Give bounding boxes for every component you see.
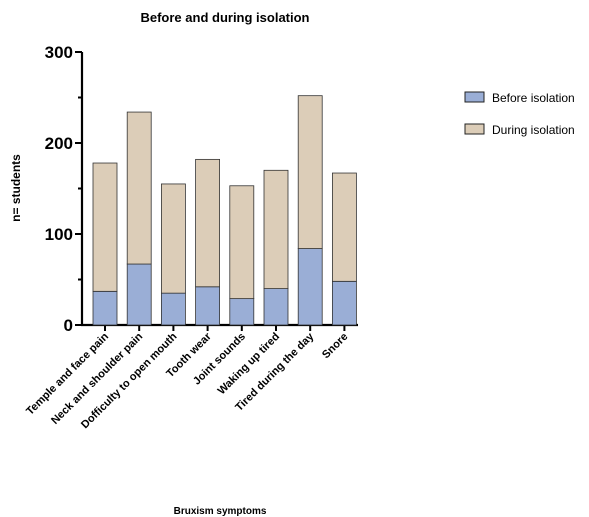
bar-before-6	[297, 248, 323, 326]
x-tick-label: Snore	[320, 331, 351, 362]
bar-during-0	[92, 162, 118, 292]
bars	[92, 95, 357, 326]
bar-during-6	[297, 95, 323, 249]
chart-title: Before and during isolation	[140, 10, 309, 25]
legend-label-during: During isolation	[492, 123, 575, 137]
bar-during-7	[331, 172, 357, 282]
y-tick-label: 100	[45, 225, 73, 244]
bar-during-2	[160, 183, 186, 294]
legend-label-before: Before isolation	[492, 91, 575, 105]
legend: Before isolation During isolation	[464, 91, 575, 137]
y-tick-label: 200	[45, 134, 73, 153]
y-tick-label: 0	[64, 316, 73, 335]
legend-swatch-before	[464, 91, 485, 103]
y-tick-labels: 0 100 200 300	[45, 43, 73, 335]
bar-during-3	[195, 158, 221, 288]
bar-before-0	[92, 290, 118, 326]
bar-before-2	[160, 292, 186, 326]
legend-swatch-during	[464, 123, 485, 135]
bar-before-4	[229, 298, 255, 326]
bar-before-7	[331, 280, 357, 326]
x-axis-label: Bruxism symptoms	[174, 506, 267, 517]
x-tick-label: Waking up tired	[216, 331, 283, 398]
bar-before-5	[263, 288, 289, 326]
y-axis-label: n= students	[9, 154, 23, 222]
bar-before-1	[126, 263, 152, 326]
bar-during-1	[126, 111, 152, 265]
bar-during-4	[229, 185, 255, 300]
bar-during-5	[263, 169, 289, 290]
bar-before-3	[195, 286, 221, 326]
y-tick-label: 300	[45, 43, 73, 62]
